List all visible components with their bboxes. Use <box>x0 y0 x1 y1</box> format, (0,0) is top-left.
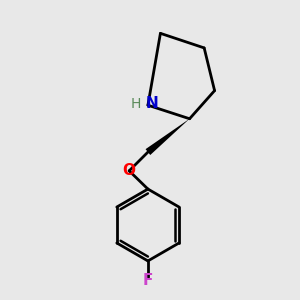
Polygon shape <box>146 119 190 155</box>
Text: F: F <box>143 273 153 288</box>
Text: N: N <box>145 96 158 111</box>
Text: H: H <box>131 97 141 111</box>
Text: O: O <box>122 163 135 178</box>
